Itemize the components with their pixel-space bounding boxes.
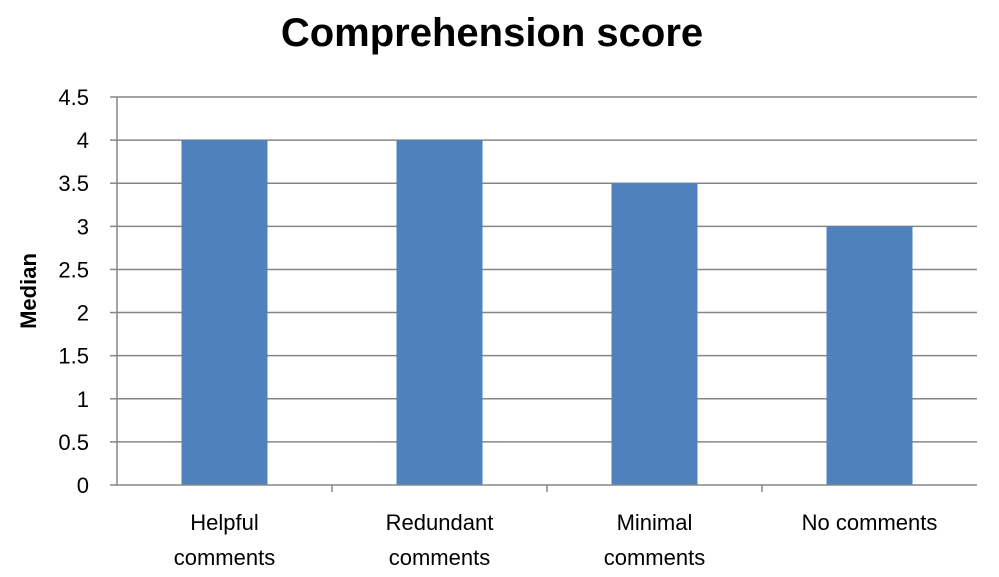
y-tick-label: 0.5 [58,430,89,455]
x-category-label: Helpful comments [174,510,275,570]
chart-title: Comprehension score [281,11,703,55]
x-category-labels: Helpful comments Redundant comments Minimal c… [174,510,938,570]
x-category-label: No comments [802,510,938,535]
y-tick-label: 1 [77,387,89,412]
bar [181,140,268,485]
bar [396,140,483,485]
y-tick-label: 3.5 [58,171,89,196]
y-tick-label: 3 [77,214,89,239]
x-category-label: Minimal comments [604,510,705,570]
y-tick-labels: 0 0.5 1 1.5 2 2.5 3 3.5 4 4.5 [58,85,89,498]
bars [181,140,913,486]
y-tick-label: 1.5 [58,344,89,369]
x-category-label: Redundant comments [386,510,494,570]
y-tick-label: 2.5 [58,257,89,282]
bar [826,226,913,486]
axes [110,96,977,492]
y-tick-label: 4.5 [58,85,89,110]
y-tick-label: 4 [77,128,89,153]
bar [611,183,698,485]
y-tick-label: 0 [77,473,89,498]
y-axis-label: Median [16,253,41,329]
y-tick-label: 2 [77,301,89,326]
